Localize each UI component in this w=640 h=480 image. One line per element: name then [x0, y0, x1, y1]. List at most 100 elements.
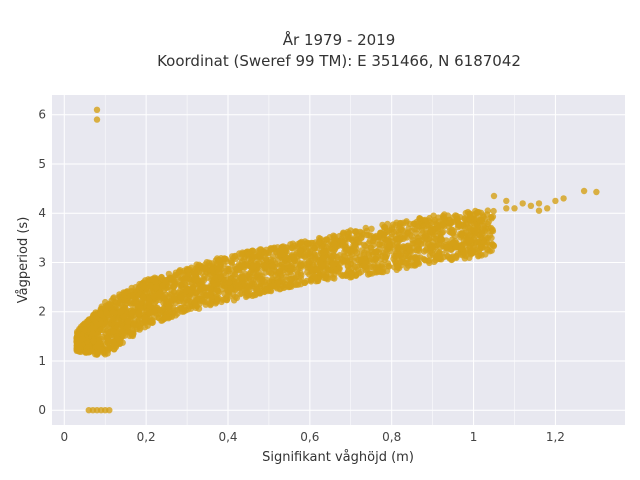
y-tick-label: 0: [38, 403, 46, 417]
data-point: [98, 320, 105, 327]
data-point: [311, 256, 318, 263]
data-point: [178, 308, 185, 315]
data-point-outlier: [458, 242, 465, 249]
data-point: [313, 266, 320, 273]
data-point: [445, 223, 452, 230]
data-point: [288, 244, 295, 252]
data-point: [84, 318, 91, 325]
data-point: [422, 247, 429, 254]
data-point-outlier: [93, 116, 101, 123]
data-point: [141, 314, 149, 322]
data-point: [367, 256, 375, 263]
data-point: [184, 267, 192, 274]
data-point: [331, 240, 338, 248]
data-point: [124, 318, 132, 325]
data-point: [471, 215, 478, 222]
data-point: [339, 257, 346, 264]
data-point: [104, 326, 111, 333]
data-point: [183, 288, 190, 295]
data-point: [231, 271, 238, 278]
data-point-outlier: [580, 187, 588, 195]
data-point: [455, 221, 462, 228]
data-point: [401, 234, 408, 241]
data-point: [110, 328, 117, 335]
data-point-outlier: [511, 205, 518, 212]
data-point: [97, 310, 104, 318]
data-point: [467, 220, 474, 227]
data-point: [324, 274, 331, 281]
data-point: [136, 280, 143, 288]
data-point: [452, 253, 459, 261]
data-point: [382, 246, 389, 253]
data-point: [392, 235, 400, 242]
data-point: [119, 339, 126, 346]
data-point: [261, 278, 268, 286]
data-point-outlier: [449, 239, 457, 246]
data-point: [366, 270, 374, 277]
data-point: [225, 279, 233, 286]
data-point: [241, 280, 248, 288]
data-point: [310, 245, 317, 252]
data-point: [402, 259, 410, 267]
data-point: [346, 253, 354, 261]
data-point: [200, 277, 208, 284]
data-point: [415, 247, 423, 255]
data-point: [192, 302, 199, 309]
data-point: [470, 236, 478, 243]
x-tick-label: 1: [470, 430, 478, 444]
data-point: [278, 251, 286, 258]
data-point: [177, 294, 184, 301]
data-point: [296, 247, 304, 255]
data-point: [277, 272, 284, 280]
data-point: [112, 302, 120, 309]
data-point: [96, 337, 103, 344]
data-point: [376, 268, 383, 275]
data-point: [189, 284, 197, 291]
data-point: [370, 238, 377, 245]
data-point: [249, 247, 256, 254]
data-point: [220, 260, 227, 268]
data-point-outlier: [462, 249, 469, 256]
data-point: [397, 250, 405, 257]
data-point: [75, 340, 82, 347]
data-points: [73, 106, 600, 414]
data-point: [377, 229, 384, 236]
data-point-outlier: [535, 207, 543, 214]
data-point-outlier: [417, 254, 424, 261]
data-point: [135, 310, 142, 317]
data-point: [123, 300, 131, 307]
data-point: [285, 261, 292, 269]
y-tick-label: 3: [38, 255, 46, 269]
data-point: [413, 259, 421, 266]
data-point: [89, 330, 97, 337]
data-point: [435, 225, 442, 232]
data-point: [298, 240, 305, 248]
data-point: [348, 269, 355, 276]
data-point: [89, 315, 97, 322]
data-point: [204, 292, 211, 299]
data-point: [269, 262, 276, 269]
data-point: [475, 209, 482, 216]
data-point: [103, 309, 110, 317]
data-point: [389, 241, 396, 249]
data-point: [128, 310, 135, 317]
chart-title: År 1979 - 2019: [283, 30, 396, 49]
data-point: [149, 275, 156, 283]
data-point: [404, 229, 411, 236]
data-point: [165, 313, 172, 320]
data-point: [441, 211, 448, 218]
data-point: [136, 326, 143, 333]
data-point-outlier: [503, 205, 510, 212]
data-point: [262, 269, 269, 276]
data-point: [198, 269, 205, 277]
data-point: [171, 295, 178, 302]
data-point: [415, 239, 422, 246]
data-point-outlier: [482, 242, 489, 249]
data-point: [339, 241, 347, 248]
data-point: [489, 227, 497, 235]
data-point: [367, 244, 375, 251]
data-point: [221, 290, 228, 297]
data-point: [341, 248, 348, 255]
data-point: [311, 273, 318, 280]
data-point-outlier: [560, 195, 567, 202]
